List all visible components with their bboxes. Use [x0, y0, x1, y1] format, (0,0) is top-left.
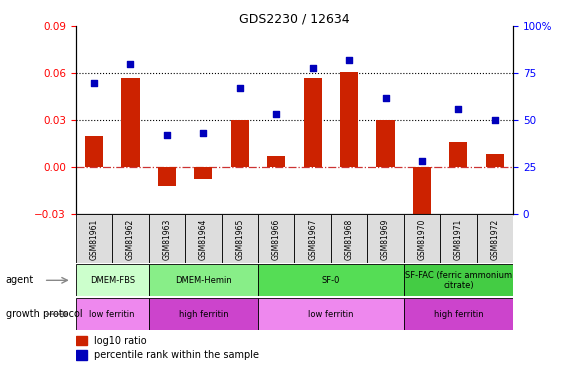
Bar	[403, 264, 513, 296]
Bar	[76, 336, 86, 345]
Text: GSM81962: GSM81962	[126, 219, 135, 260]
Text: agent: agent	[6, 275, 34, 285]
Text: log10 ratio: log10 ratio	[94, 336, 147, 346]
Bar	[440, 214, 476, 262]
Bar	[476, 214, 513, 262]
Bar	[403, 298, 513, 330]
Bar	[76, 214, 112, 262]
Point	[454, 106, 463, 112]
Text: GSM81964: GSM81964	[199, 219, 208, 260]
Text: low ferritin: low ferritin	[308, 310, 354, 319]
Point	[490, 117, 500, 123]
Point	[417, 158, 427, 164]
Bar	[267, 156, 285, 167]
Text: GSM81967: GSM81967	[308, 219, 317, 260]
Bar	[486, 154, 504, 167]
Bar	[449, 142, 468, 167]
Text: GSM81969: GSM81969	[381, 219, 390, 260]
Bar	[149, 264, 258, 296]
Text: GSM81971: GSM81971	[454, 219, 463, 260]
Point	[162, 132, 171, 138]
Point	[381, 94, 390, 100]
Point	[89, 80, 99, 86]
Bar	[194, 167, 212, 179]
Bar	[76, 298, 149, 330]
Bar	[331, 214, 367, 262]
Point	[126, 61, 135, 67]
Title: GDS2230 / 12634: GDS2230 / 12634	[239, 12, 350, 25]
Text: low ferritin: low ferritin	[89, 310, 135, 319]
Text: GSM81966: GSM81966	[272, 219, 280, 260]
Text: GSM81961: GSM81961	[90, 219, 99, 260]
Bar	[112, 214, 149, 262]
Bar	[304, 78, 322, 167]
Text: SF-0: SF-0	[322, 276, 340, 285]
Point	[272, 111, 281, 117]
Bar	[340, 72, 358, 167]
Bar	[258, 298, 403, 330]
Text: DMEM-FBS: DMEM-FBS	[90, 276, 135, 285]
Bar	[76, 264, 149, 296]
Text: high ferritin: high ferritin	[178, 310, 228, 319]
Point	[345, 57, 354, 63]
Point	[308, 64, 317, 70]
Bar	[85, 136, 103, 167]
Bar	[76, 351, 86, 360]
Bar	[377, 120, 395, 167]
Point	[199, 130, 208, 136]
Bar	[231, 120, 249, 167]
Text: GSM81968: GSM81968	[345, 219, 353, 260]
Text: DMEM-Hemin: DMEM-Hemin	[175, 276, 231, 285]
Bar	[258, 264, 403, 296]
Text: growth protocol: growth protocol	[6, 309, 82, 319]
Bar	[185, 214, 222, 262]
Bar	[149, 214, 185, 262]
Bar	[121, 78, 139, 167]
Text: GSM81965: GSM81965	[236, 219, 244, 260]
Bar	[403, 214, 440, 262]
Bar	[222, 214, 258, 262]
Text: percentile rank within the sample: percentile rank within the sample	[94, 350, 259, 360]
Bar	[258, 214, 294, 262]
Bar	[158, 167, 176, 186]
Text: GSM81963: GSM81963	[163, 219, 171, 260]
Text: GSM81972: GSM81972	[490, 219, 499, 260]
Bar	[294, 214, 331, 262]
Point	[235, 85, 244, 91]
Text: high ferritin: high ferritin	[434, 310, 483, 319]
Text: GSM81970: GSM81970	[417, 219, 426, 260]
Bar	[413, 167, 431, 226]
Bar	[149, 298, 258, 330]
Text: SF-FAC (ferric ammonium
citrate): SF-FAC (ferric ammonium citrate)	[405, 271, 512, 290]
Bar	[367, 214, 403, 262]
